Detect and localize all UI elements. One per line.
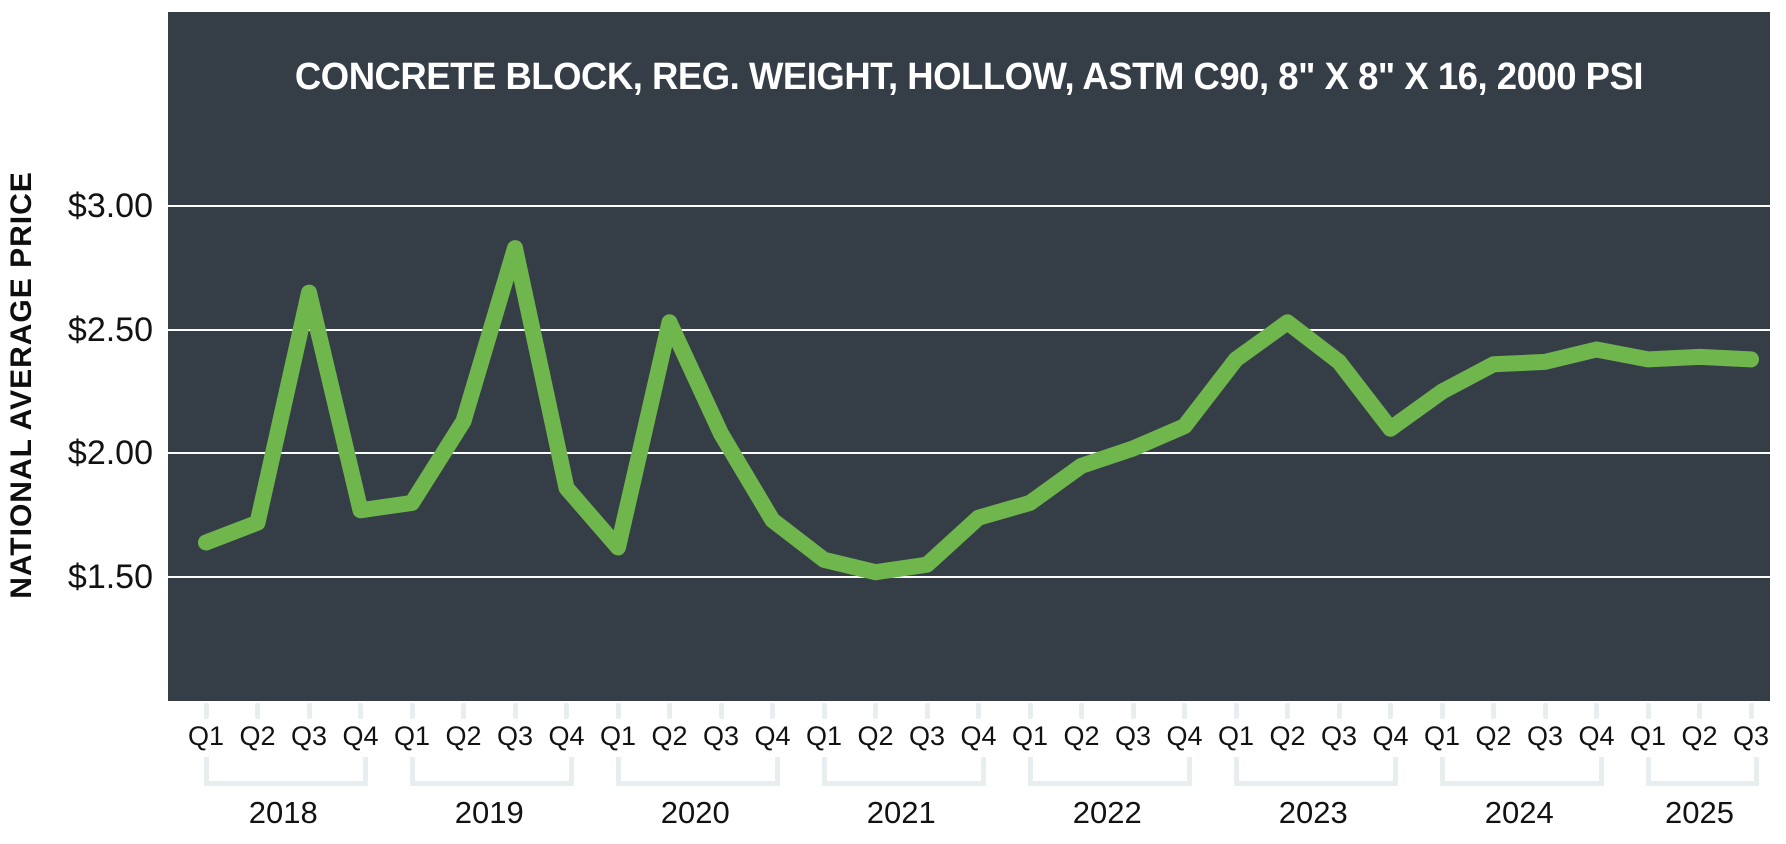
quarter-tick xyxy=(615,703,621,719)
quarter-label: Q2 xyxy=(857,721,894,751)
year-label: 2025 xyxy=(1665,795,1734,830)
y-axis-tick-label: $1.50 xyxy=(67,558,153,597)
quarter-label: Q3 xyxy=(290,721,328,751)
quarter-tick xyxy=(770,703,775,719)
quarter-label: Q2 xyxy=(445,721,482,751)
quarter-label: Q1 xyxy=(1217,721,1255,751)
quarter-tick xyxy=(1336,703,1342,719)
year-label: 2021 xyxy=(866,795,936,830)
quarter-label: Q1 xyxy=(1629,721,1667,751)
quarter-tick xyxy=(924,703,930,719)
quarter-tick xyxy=(976,703,981,719)
quarter-tick xyxy=(873,703,878,719)
gridline xyxy=(168,328,1770,331)
year-bracket xyxy=(1439,757,1604,786)
price-line-chart xyxy=(198,240,1759,581)
quarter-label: Q2 xyxy=(1475,721,1512,751)
quarter-label: Q1 xyxy=(599,721,637,751)
quarter-label: Q2 xyxy=(1063,721,1100,751)
quarter-label: Q2 xyxy=(1681,721,1718,751)
quarter-label: Q2 xyxy=(239,721,276,751)
quarter-label: Q3 xyxy=(1114,721,1152,751)
quarter-tick xyxy=(409,703,415,719)
quarter-tick xyxy=(306,703,312,719)
quarter-label: Q3 xyxy=(908,721,946,751)
year-bracket xyxy=(1233,757,1398,786)
year-bracket xyxy=(203,757,368,786)
quarter-tick xyxy=(718,703,724,719)
plot-area: CONCRETE BLOCK, REG. WEIGHT, HOLLOW, AST… xyxy=(168,12,1770,701)
quarter-tick xyxy=(1594,703,1599,719)
quarter-label: Q1 xyxy=(1011,721,1049,751)
quarter-tick xyxy=(564,703,569,719)
quarter-tick xyxy=(1233,703,1239,719)
quarter-label: Q4 xyxy=(342,721,379,751)
quarter-tick xyxy=(1542,703,1548,719)
quarter-tick xyxy=(1645,703,1651,719)
quarter-label: Q1 xyxy=(393,721,431,751)
quarter-tick xyxy=(255,703,260,719)
quarter-label: Q2 xyxy=(651,721,688,751)
quarter-label: Q1 xyxy=(805,721,843,751)
gridline xyxy=(168,452,1770,455)
quarter-tick xyxy=(1388,703,1393,719)
quarter-label: Q3 xyxy=(1732,721,1770,751)
year-label: 2020 xyxy=(660,795,730,830)
quarter-label: Q4 xyxy=(1372,721,1409,751)
quarter-label: Q4 xyxy=(548,721,585,751)
year-label: 2019 xyxy=(454,795,524,830)
quarter-label: Q4 xyxy=(1166,721,1203,751)
y-axis-tick-label: $2.50 xyxy=(67,310,153,349)
quarter-label: Q4 xyxy=(1578,721,1615,751)
quarter-tick xyxy=(1439,703,1445,719)
quarter-tick xyxy=(821,703,827,719)
y-axis-title: NATIONAL AVERAGE PRICE xyxy=(5,171,38,599)
quarter-label: Q3 xyxy=(1320,721,1358,751)
quarter-tick xyxy=(1182,703,1187,719)
quarter-tick xyxy=(1079,703,1084,719)
quarter-label: Q3 xyxy=(1526,721,1564,751)
quarter-tick xyxy=(1130,703,1136,719)
quarter-label: Q1 xyxy=(1423,721,1461,751)
quarter-label: Q1 xyxy=(187,721,225,751)
quarter-label: Q3 xyxy=(702,721,740,751)
y-axis-tick-label: $3.00 xyxy=(67,187,153,225)
year-bracket xyxy=(821,757,986,786)
quarter-label: Q2 xyxy=(1269,721,1306,751)
quarter-tick xyxy=(1491,703,1496,719)
quarter-tick xyxy=(512,703,518,719)
year-label: 2024 xyxy=(1484,795,1554,830)
quarter-tick xyxy=(1285,703,1290,719)
chart-title: CONCRETE BLOCK, REG. WEIGHT, HOLLOW, AST… xyxy=(294,56,1644,98)
year-bracket xyxy=(409,757,574,786)
year-bracket xyxy=(1027,757,1192,786)
y-axis-tick-label: $2.00 xyxy=(67,434,153,473)
quarter-label: Q3 xyxy=(496,721,534,751)
gridline xyxy=(168,576,1770,579)
quarter-label: Q4 xyxy=(754,721,791,751)
quarter-tick xyxy=(203,703,209,719)
gridline xyxy=(168,205,1770,207)
quarter-tick xyxy=(1748,703,1754,719)
year-bracket xyxy=(615,757,780,786)
year-label: 2018 xyxy=(248,795,318,830)
quarter-tick xyxy=(1027,703,1033,719)
price-line xyxy=(198,240,1759,581)
quarter-label: Q4 xyxy=(960,721,997,751)
quarter-tick xyxy=(1697,703,1702,719)
year-label: 2022 xyxy=(1072,795,1142,830)
year-bracket xyxy=(1645,757,1759,786)
quarter-tick xyxy=(358,703,363,719)
year-label: 2023 xyxy=(1278,795,1348,830)
quarter-tick xyxy=(667,703,672,719)
quarter-tick xyxy=(461,703,466,719)
